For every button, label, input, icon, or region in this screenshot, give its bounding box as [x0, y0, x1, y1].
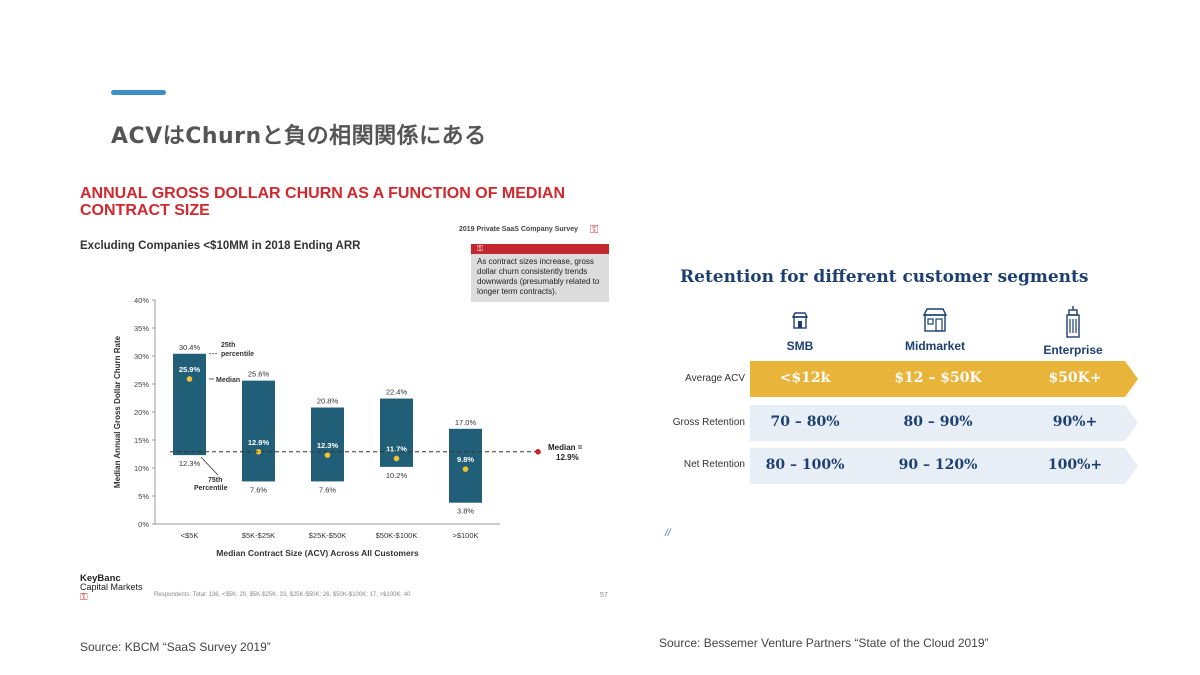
chart-title: ANNUAL GROSS DOLLAR CHURN AS A FUNCTION …: [80, 185, 600, 219]
annotation-median: Median: [216, 377, 240, 384]
row-label-average-acv: Average ACV: [685, 373, 745, 384]
p75-label: 3.8%: [457, 507, 474, 516]
chart-title-line2: CONTRACT SIZE: [80, 202, 210, 219]
source-right: Source: Bessemer Venture Partners “State…: [659, 636, 989, 650]
churn-bar: [242, 380, 275, 482]
survey-tag: 2019 Private SaaS Company Survey: [459, 226, 579, 233]
median-dot: [186, 376, 193, 382]
x-tick-label: <$5K: [181, 531, 199, 540]
row-label-gross-retention: Gross Retention: [672, 417, 745, 428]
y-tick-label: 20%: [134, 408, 149, 417]
y-tick-label: 40%: [134, 296, 149, 305]
page-number: 57: [600, 592, 608, 599]
decorative-slashes: //: [665, 528, 671, 539]
p25-label: 22.4%: [386, 388, 408, 397]
source-left: Source: KBCM “SaaS Survey 2019”: [80, 640, 271, 654]
segment-label: Enterprise: [1043, 343, 1103, 357]
shop-icon: [922, 308, 948, 332]
chart-title-line1: ANNUAL GROSS DOLLAR CHURN AS A FUNCTION …: [80, 185, 566, 202]
cell-net-smb: 80 – 100%: [765, 457, 845, 473]
p25-label: 17.0%: [455, 418, 477, 427]
segment-enterprise: Enterprise: [1013, 305, 1133, 357]
logo-line2: Capital Markets: [80, 582, 143, 592]
churn-bar: [380, 398, 413, 467]
median-dot: [255, 448, 262, 455]
overall-median-label: Median =: [548, 443, 583, 452]
median-label: 12.9%: [248, 438, 270, 447]
key-icon: ⚿: [471, 244, 609, 254]
row-gross-retention: 70 – 80% 80 – 90% 90%+: [750, 405, 1138, 441]
p25-label: 25.6%: [248, 370, 270, 379]
segment-smb: SMB: [740, 305, 860, 353]
cell-gross-smb: 70 – 80%: [770, 414, 840, 430]
annotation-25th-2: percentile: [221, 351, 254, 358]
overall-median-value: 12.9%: [556, 453, 579, 462]
churn-bar: [449, 428, 482, 503]
y-tick-label: 15%: [134, 436, 149, 445]
cell-acv-midmarket: $12 – $50K: [894, 370, 982, 386]
callout-box: ⚿ As contract sizes increase, gross doll…: [471, 244, 609, 302]
building-icon: [1066, 306, 1080, 338]
key-icon: ⚿: [80, 592, 88, 603]
store-icon: [791, 312, 809, 329]
p25-label: 30.4%: [179, 343, 201, 352]
slide-title: ACVはChurnと負の相関関係にある: [111, 124, 487, 149]
respondents-note: Respondents: Total: 136, <$5K: 20, $5K-$…: [154, 592, 411, 598]
segment-label: Midmarket: [904, 339, 966, 353]
x-tick-label: $5K-$25K: [242, 531, 275, 540]
row-label-net-retention: Net Retention: [683, 459, 745, 470]
title-accent-bar: [111, 90, 166, 95]
annotation-25th: 25th: [221, 342, 235, 349]
row-average-acv: <$12k $12 – $50K $50K+: [750, 361, 1138, 397]
p75-label: 7.6%: [250, 485, 267, 494]
y-tick-label: 0%: [138, 520, 149, 529]
x-axis-title: Median Contract Size (ACV) Across All Cu…: [216, 548, 419, 558]
p75-label: 7.6%: [319, 485, 336, 494]
segment-label: SMB: [786, 339, 814, 353]
annotation-75th-2: Percentile: [194, 485, 228, 492]
key-icon: ⚿: [590, 224, 599, 236]
y-tick-label: 25%: [134, 380, 149, 389]
churn-bar: [311, 407, 344, 482]
median-label: 9.8%: [457, 455, 474, 464]
row-band-shape: [750, 448, 1138, 484]
median-dot: [324, 452, 331, 458]
cell-acv-enterprise: $50K+: [1048, 370, 1102, 386]
overall-median-marker: [535, 448, 541, 455]
p75-label: 10.2%: [386, 471, 408, 480]
row-band-shape: [750, 361, 1138, 397]
cell-acv-smb: <$12k: [779, 370, 831, 386]
cell-gross-midmarket: 80 – 90%: [903, 414, 973, 430]
median-label: 11.7%: [386, 444, 407, 453]
keybanc-logo: KeyBanc Capital Markets: [80, 574, 143, 592]
row-net-retention: 80 – 100% 90 – 120% 100%+: [750, 448, 1138, 484]
median-dot: [393, 455, 400, 462]
row-band-shape: [750, 405, 1138, 441]
cell-net-enterprise: 100%+: [1047, 457, 1103, 473]
logo-line1: KeyBanc: [80, 573, 121, 584]
callout-text: As contract sizes increase, gross dollar…: [477, 257, 600, 296]
cell-net-midmarket: 90 – 120%: [898, 457, 978, 473]
y-tick-label: 5%: [138, 492, 149, 501]
chart-subtitle: Excluding Companies <$10MM in 2018 Endin…: [80, 240, 361, 252]
median-label: 12.3%: [317, 441, 339, 450]
p75-label: 12.3%: [179, 459, 201, 468]
y-tick-label: 30%: [134, 352, 149, 361]
x-tick-label: >$100K: [452, 531, 478, 540]
annotation-75th: 75th: [208, 477, 222, 484]
y-tick-label: 35%: [134, 324, 149, 333]
x-tick-label: $25K-$50K: [309, 531, 347, 540]
x-tick-label: $50K-$100K: [376, 531, 418, 540]
p25-label: 20.8%: [317, 397, 339, 406]
y-axis-title: Median Annual Gross Dollar Churn Rate: [113, 335, 122, 488]
retention-title: Retention for different customer segment…: [680, 267, 1089, 287]
median-dot: [462, 466, 469, 472]
y-tick-label: 10%: [134, 464, 149, 473]
cell-gross-enterprise: 90%+: [1052, 414, 1098, 430]
median-label: 25.9%: [179, 365, 201, 374]
annotation-75th-leader: [200, 456, 219, 476]
segment-midmarket: Midmarket: [875, 305, 995, 353]
churn-bar: [173, 353, 206, 456]
